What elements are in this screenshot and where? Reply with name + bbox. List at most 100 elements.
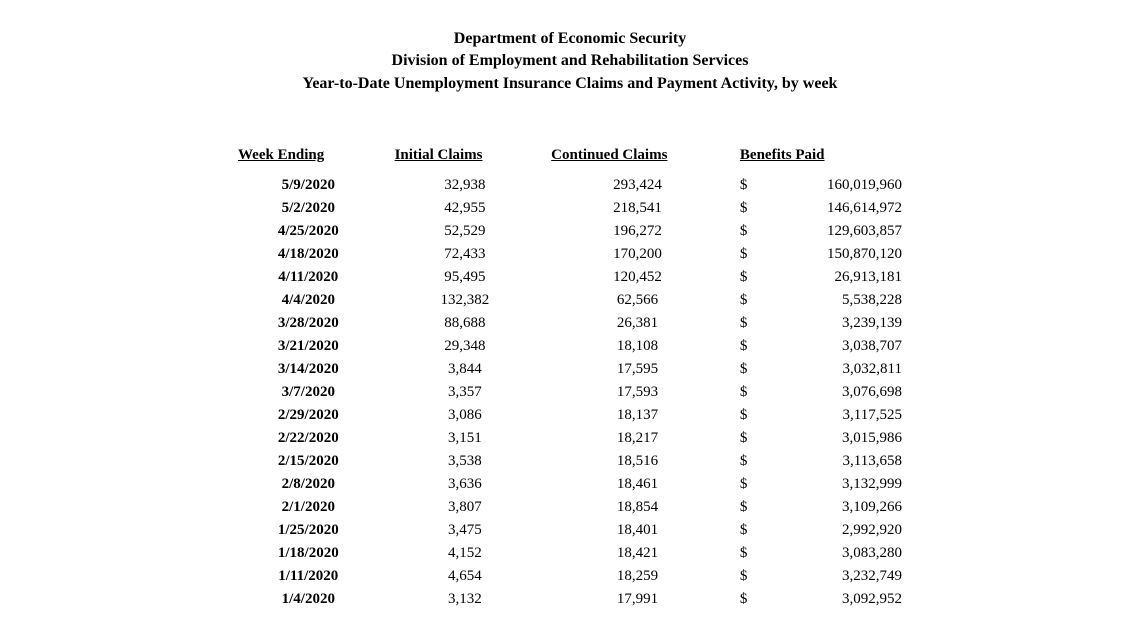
table-row: 1/18/20204,15218,421$3,083,280 — [230, 542, 910, 565]
cell-benefits-paid: 3,132,999 — [773, 473, 910, 496]
cell-week-ending: 2/29/2020 — [230, 404, 387, 427]
cell-initial-claims: 3,807 — [387, 496, 544, 519]
cell-currency-symbol: $ — [732, 289, 773, 312]
cell-currency-symbol: $ — [732, 335, 773, 358]
table-row: 2/29/20203,08618,137$3,117,525 — [230, 404, 910, 427]
cell-week-ending: 3/28/2020 — [230, 312, 387, 335]
header-line-2: Division of Employment and Rehabilitatio… — [0, 50, 1140, 72]
cell-benefits-paid: 150,870,120 — [773, 243, 910, 266]
cell-initial-claims: 3,357 — [387, 381, 544, 404]
col-header-benefits-paid: Benefits Paid — [732, 143, 910, 174]
cell-benefits-paid: 3,038,707 — [773, 335, 910, 358]
cell-benefits-paid: 129,603,857 — [773, 220, 910, 243]
cell-currency-symbol: $ — [732, 243, 773, 266]
cell-initial-claims: 3,844 — [387, 358, 544, 381]
cell-week-ending: 3/7/2020 — [230, 381, 387, 404]
cell-currency-symbol: $ — [732, 473, 773, 496]
cell-initial-claims: 52,529 — [387, 220, 544, 243]
cell-continued-claims: 18,421 — [543, 542, 732, 565]
cell-currency-symbol: $ — [732, 312, 773, 335]
cell-week-ending: 1/18/2020 — [230, 542, 387, 565]
cell-benefits-paid: 3,232,749 — [773, 565, 910, 588]
cell-week-ending: 3/14/2020 — [230, 358, 387, 381]
cell-initial-claims: 4,152 — [387, 542, 544, 565]
cell-benefits-paid: 2,992,920 — [773, 519, 910, 542]
cell-benefits-paid: 3,076,698 — [773, 381, 910, 404]
col-header-initial-claims: Initial Claims — [387, 143, 544, 174]
cell-initial-claims: 32,938 — [387, 174, 544, 197]
table-row: 4/18/202072,433170,200$150,870,120 — [230, 243, 910, 266]
col-header-week-ending: Week Ending — [230, 143, 387, 174]
table-row: 4/4/2020132,38262,566$5,538,228 — [230, 289, 910, 312]
cell-initial-claims: 42,955 — [387, 197, 544, 220]
table-row: 3/14/20203,84417,595$3,032,811 — [230, 358, 910, 381]
cell-initial-claims: 3,132 — [387, 588, 544, 611]
cell-currency-symbol: $ — [732, 588, 773, 611]
cell-initial-claims: 3,475 — [387, 519, 544, 542]
table-row: 4/25/202052,529196,272$129,603,857 — [230, 220, 910, 243]
cell-initial-claims: 29,348 — [387, 335, 544, 358]
cell-continued-claims: 196,272 — [543, 220, 732, 243]
cell-currency-symbol: $ — [732, 404, 773, 427]
cell-continued-claims: 18,516 — [543, 450, 732, 473]
cell-continued-claims: 18,137 — [543, 404, 732, 427]
cell-initial-claims: 3,538 — [387, 450, 544, 473]
header-line-3: Year-to-Date Unemployment Insurance Clai… — [0, 73, 1140, 95]
cell-currency-symbol: $ — [732, 174, 773, 197]
cell-initial-claims: 3,086 — [387, 404, 544, 427]
cell-benefits-paid: 5,538,228 — [773, 289, 910, 312]
cell-benefits-paid: 3,083,280 — [773, 542, 910, 565]
table-row: 2/15/20203,53818,516$3,113,658 — [230, 450, 910, 473]
cell-continued-claims: 18,259 — [543, 565, 732, 588]
cell-benefits-paid: 3,032,811 — [773, 358, 910, 381]
cell-continued-claims: 293,424 — [543, 174, 732, 197]
cell-continued-claims: 18,461 — [543, 473, 732, 496]
cell-week-ending: 2/1/2020 — [230, 496, 387, 519]
document-page: Department of Economic Security Division… — [0, 0, 1140, 611]
cell-continued-claims: 62,566 — [543, 289, 732, 312]
cell-benefits-paid: 3,015,986 — [773, 427, 910, 450]
cell-week-ending: 4/18/2020 — [230, 243, 387, 266]
cell-continued-claims: 170,200 — [543, 243, 732, 266]
table-row: 4/11/202095,495120,452$26,913,181 — [230, 266, 910, 289]
cell-currency-symbol: $ — [732, 220, 773, 243]
table-row: 2/8/20203,63618,461$3,132,999 — [230, 473, 910, 496]
cell-continued-claims: 120,452 — [543, 266, 732, 289]
table-row: 5/2/202042,955218,541$146,614,972 — [230, 197, 910, 220]
cell-week-ending: 3/21/2020 — [230, 335, 387, 358]
table-body: 5/9/202032,938293,424$160,019,9605/2/202… — [230, 174, 910, 611]
cell-benefits-paid: 3,109,266 — [773, 496, 910, 519]
cell-currency-symbol: $ — [732, 450, 773, 473]
col-header-continued-claims: Continued Claims — [543, 143, 732, 174]
cell-initial-claims: 88,688 — [387, 312, 544, 335]
cell-week-ending: 1/11/2020 — [230, 565, 387, 588]
cell-initial-claims: 72,433 — [387, 243, 544, 266]
cell-continued-claims: 17,593 — [543, 381, 732, 404]
cell-currency-symbol: $ — [732, 542, 773, 565]
cell-week-ending: 4/4/2020 — [230, 289, 387, 312]
cell-initial-claims: 4,654 — [387, 565, 544, 588]
cell-continued-claims: 18,217 — [543, 427, 732, 450]
cell-initial-claims: 132,382 — [387, 289, 544, 312]
cell-continued-claims: 26,381 — [543, 312, 732, 335]
table-header-row: Week Ending Initial Claims Continued Cla… — [230, 143, 910, 174]
cell-benefits-paid: 26,913,181 — [773, 266, 910, 289]
table-row: 2/1/20203,80718,854$3,109,266 — [230, 496, 910, 519]
table-row: 1/4/20203,13217,991$3,092,952 — [230, 588, 910, 611]
cell-currency-symbol: $ — [732, 519, 773, 542]
cell-continued-claims: 17,991 — [543, 588, 732, 611]
table-row: 5/9/202032,938293,424$160,019,960 — [230, 174, 910, 197]
table-row: 1/11/20204,65418,259$3,232,749 — [230, 565, 910, 588]
cell-currency-symbol: $ — [732, 358, 773, 381]
cell-week-ending: 4/25/2020 — [230, 220, 387, 243]
cell-week-ending: 2/15/2020 — [230, 450, 387, 473]
cell-currency-symbol: $ — [732, 266, 773, 289]
cell-benefits-paid: 146,614,972 — [773, 197, 910, 220]
table-row: 3/21/202029,34818,108$3,038,707 — [230, 335, 910, 358]
cell-benefits-paid: 3,113,658 — [773, 450, 910, 473]
cell-continued-claims: 18,854 — [543, 496, 732, 519]
cell-currency-symbol: $ — [732, 197, 773, 220]
claims-table: Week Ending Initial Claims Continued Cla… — [230, 143, 910, 611]
cell-benefits-paid: 3,117,525 — [773, 404, 910, 427]
cell-continued-claims: 17,595 — [543, 358, 732, 381]
